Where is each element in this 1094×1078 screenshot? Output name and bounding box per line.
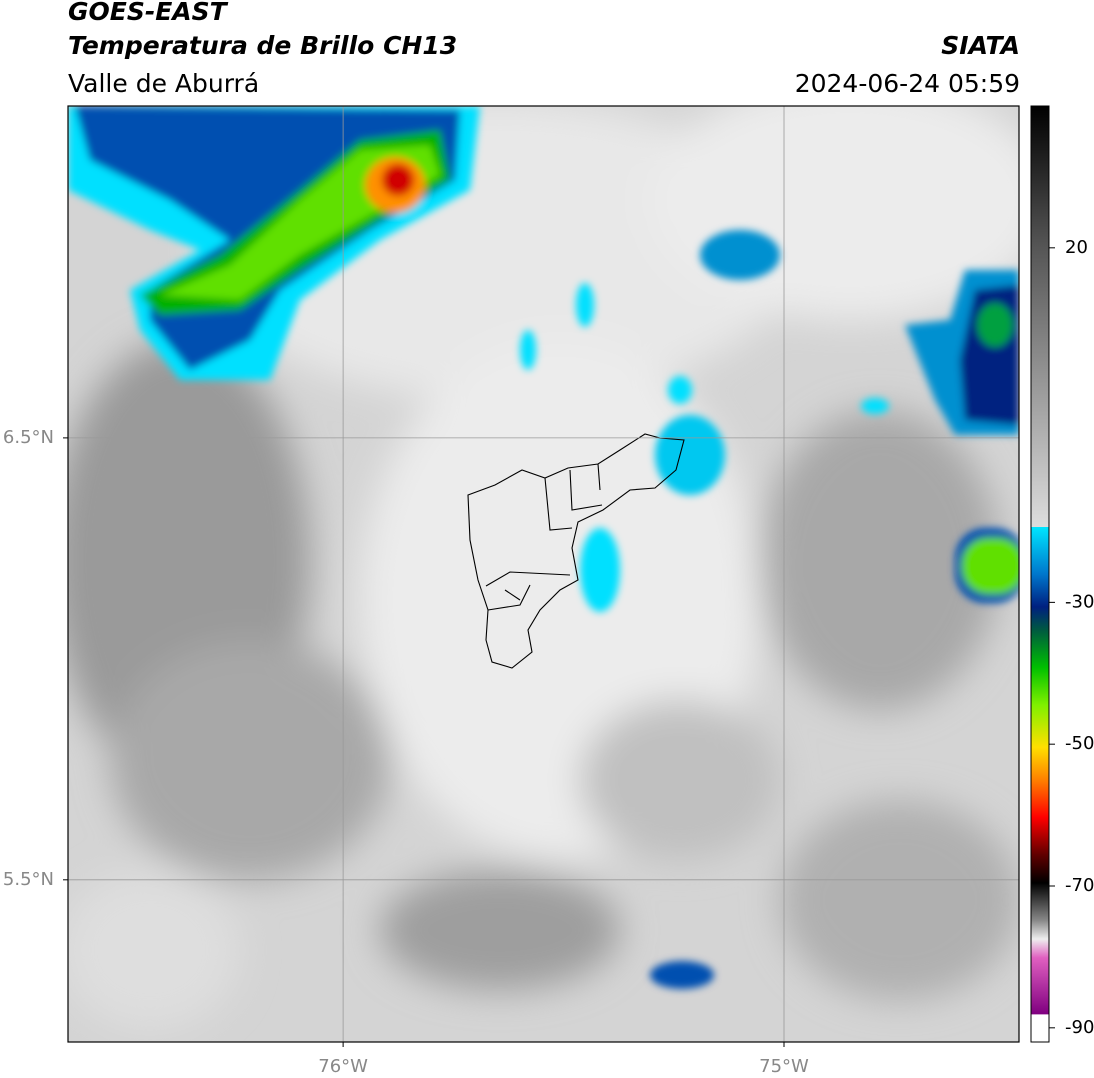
map-frame [67, 105, 1020, 1043]
imagery [68, 106, 1019, 1042]
y-tick-label: 5.5°N [3, 869, 54, 890]
timestamp: 2024-06-24 05:59 [795, 69, 1020, 98]
colorbar-tick-label: -50 [1065, 733, 1094, 754]
colorbar-tick-label: -70 [1065, 875, 1094, 896]
region: Valle de Aburrá [68, 69, 259, 98]
grid [68, 106, 1019, 1042]
product: Temperatura de Brillo CH13 [68, 31, 457, 60]
colorbar [1030, 105, 1050, 1043]
colorbar-tick-label: 20 [1065, 237, 1088, 258]
y-tick-label: 6.5°N [3, 427, 54, 448]
satellite: GOES-EAST [68, 0, 229, 26]
source: SIATA [941, 31, 1020, 60]
colorbar-tick-label: -90 [1065, 1017, 1094, 1038]
x-tick-label: 75°W [759, 1056, 809, 1077]
x-tick-label: 76°W [318, 1056, 368, 1077]
colorbar-tick-label: -30 [1065, 591, 1094, 612]
